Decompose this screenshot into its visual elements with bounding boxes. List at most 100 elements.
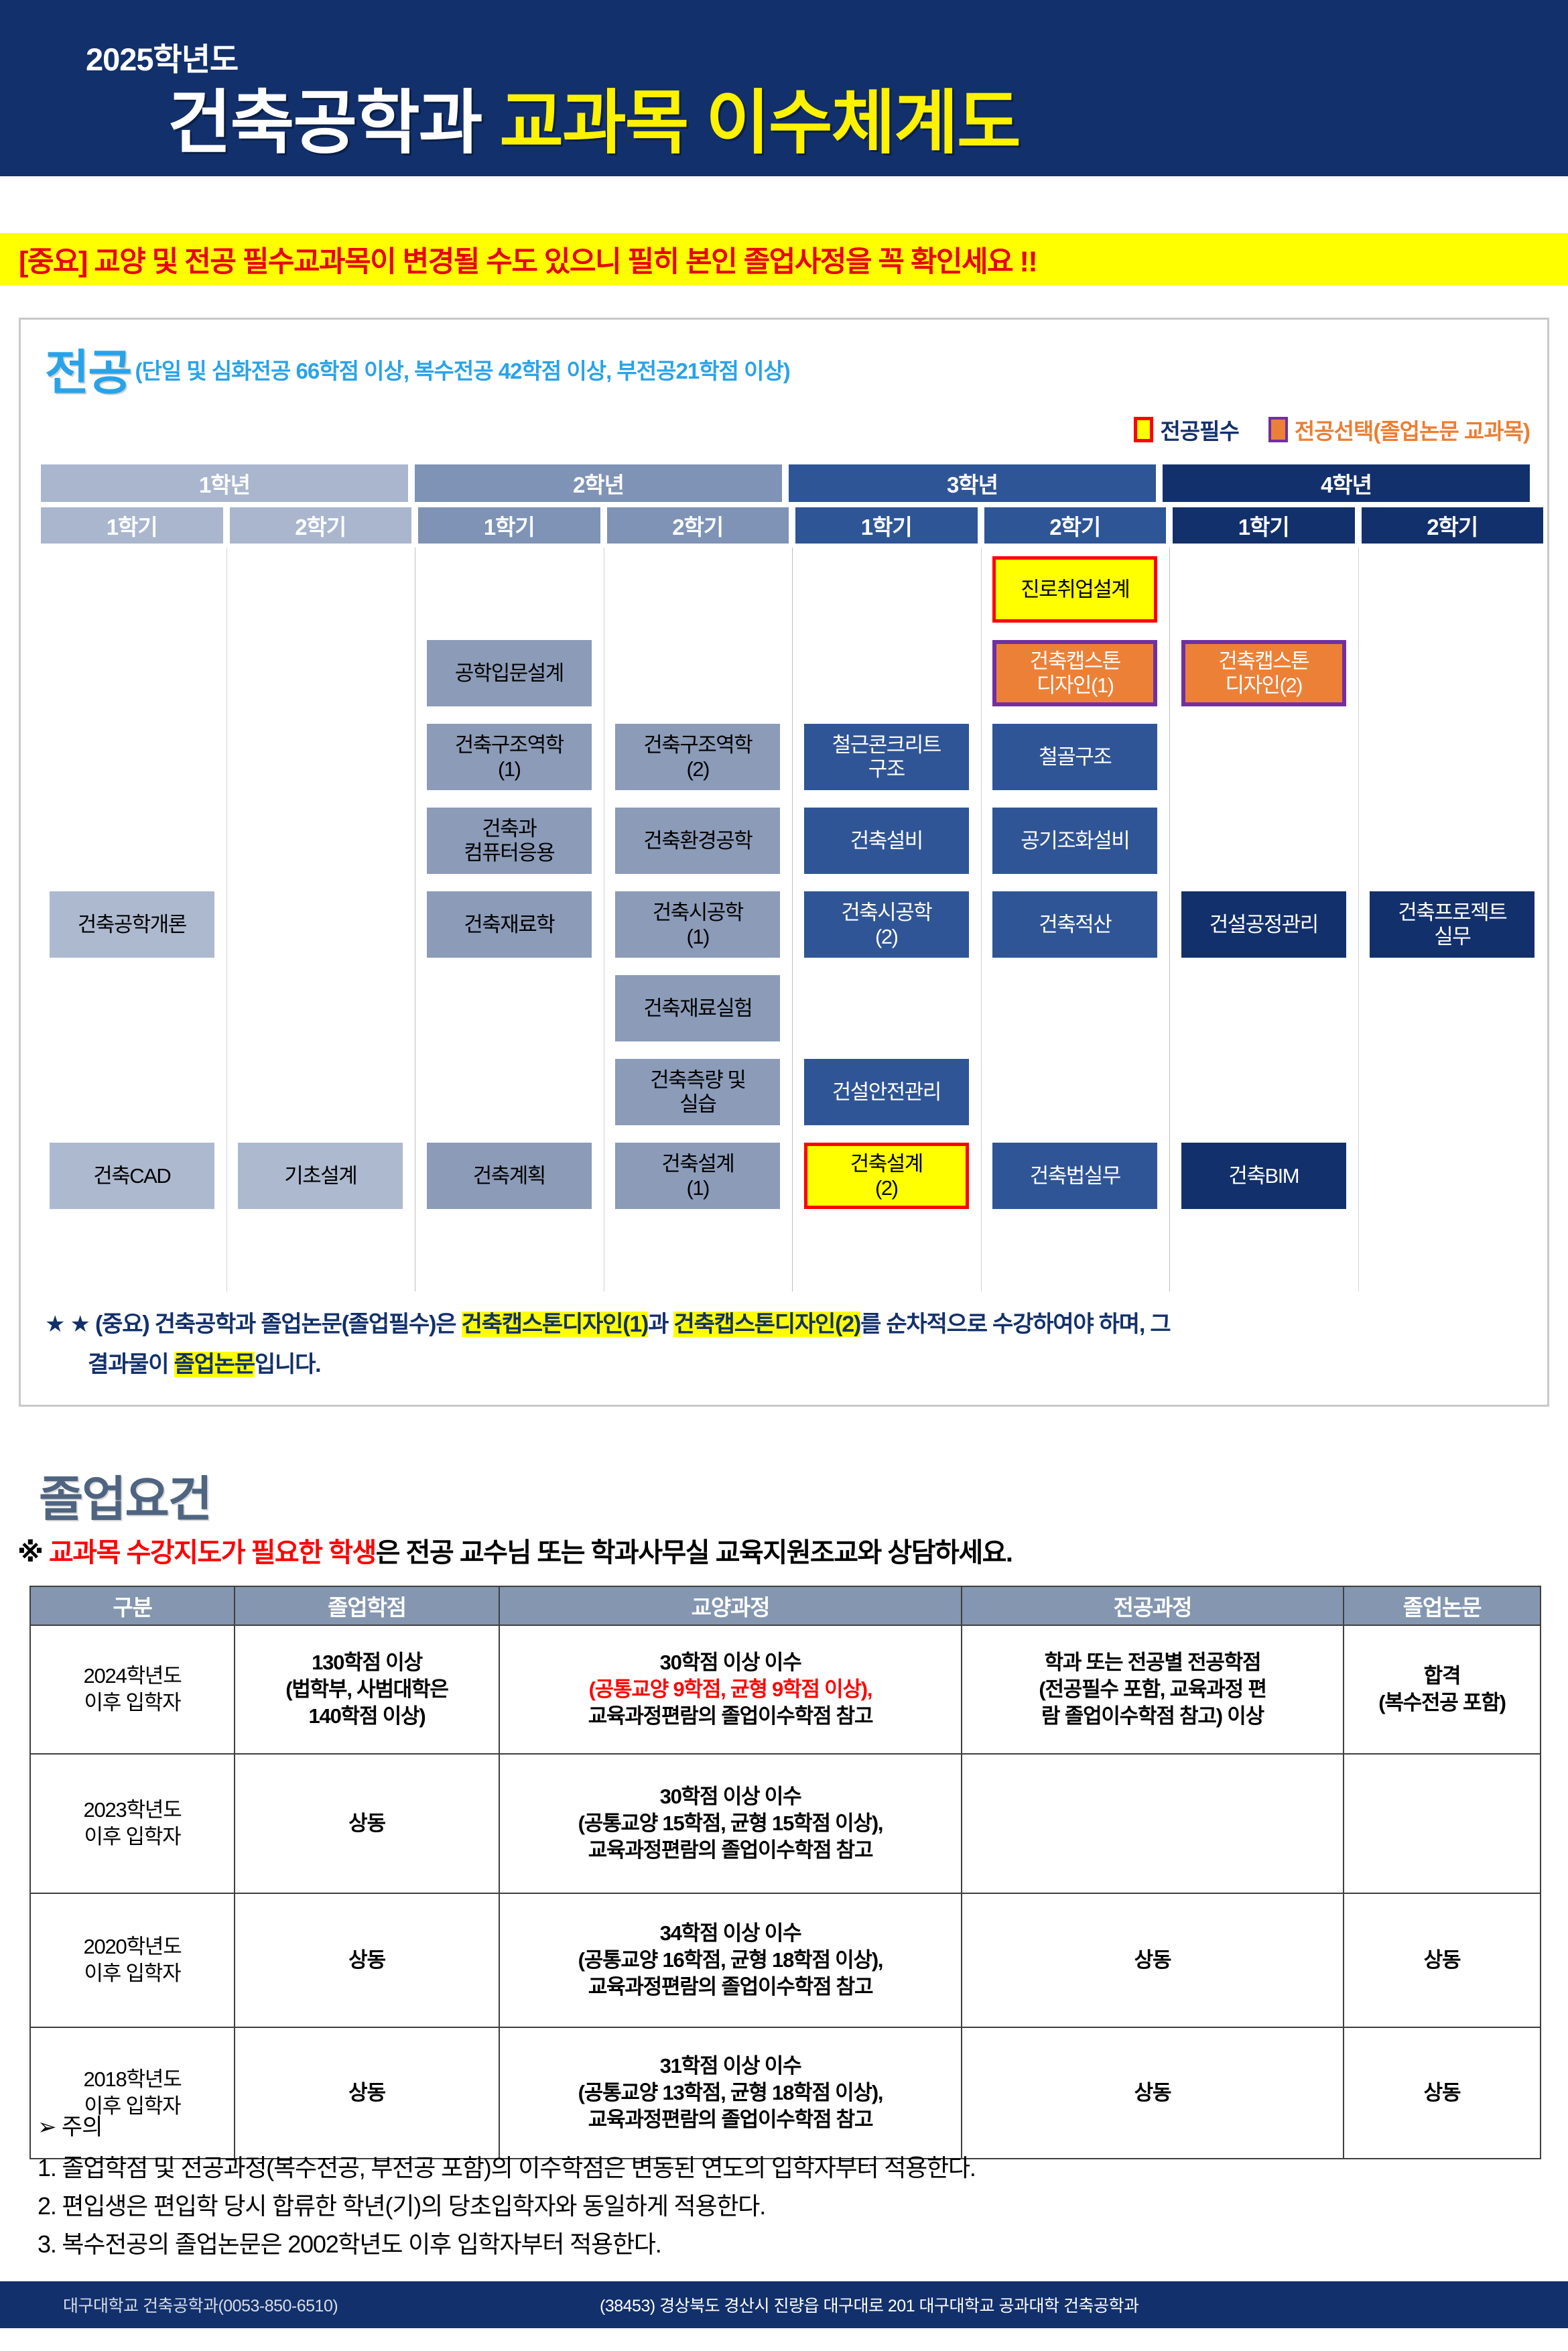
course-box: 건축구조역학 (2) bbox=[615, 724, 781, 790]
advisory-red-text: 교과목 수강지도가 필요한 학생 bbox=[49, 1538, 377, 1568]
course-box: 기초설계 bbox=[238, 1143, 403, 1209]
course-box: 건축캡스톤 디자인(1) bbox=[992, 640, 1158, 706]
legend-item-elective: 전공선택(졸업논문 교과목) bbox=[1268, 414, 1530, 446]
course-box: 공학입문설계 bbox=[426, 640, 592, 706]
course-box: 건축구조역학 (1) bbox=[426, 724, 592, 790]
graduation-requirements-table: 구분 졸업학점 교양과정 전공과정 졸업논문 2024학년도 이후 입학자 130학… bbox=[29, 1586, 1541, 2159]
star-note-part-3: 를 순차적으로 수강하여야 하며, 그 bbox=[860, 1312, 1171, 1337]
course-box: 건축재료실험 bbox=[615, 975, 781, 1041]
column-header-major: 전공과정 bbox=[961, 1586, 1344, 1626]
cell-credits: 상동 bbox=[234, 1753, 500, 1894]
column-header-division: 구분 bbox=[29, 1586, 235, 1626]
cell-credits: 상동 bbox=[234, 1893, 500, 2028]
page-title-subject: 교과목 이수체계도 bbox=[499, 84, 1021, 162]
caution-item: 2. 편입생은 편입학 당시 합류한 학년(기)의 당초입학자와 동일하게 적용… bbox=[38, 2191, 766, 2220]
advisory-rest-text: 은 전공 교수님 또는 학과사무실 교육지원조교와 상담하세요. bbox=[375, 1538, 1013, 1568]
legend-label-required: 전공필수 bbox=[1160, 419, 1239, 444]
semester-header-3: 1학기 bbox=[418, 507, 600, 544]
cell-thesis bbox=[1343, 1753, 1541, 1894]
legend-label-elective: 전공선택(졸업논문 교과목) bbox=[1294, 419, 1530, 444]
major-heading: 전공 (단일 및 심화전공 66학점 이상, 복수전공 42학점 이상, 부전공2… bbox=[45, 333, 791, 403]
major-heading-title: 전공 bbox=[45, 346, 132, 400]
course-box: 건축측량 및 실습 bbox=[615, 1059, 781, 1125]
course-box: 건축환경공학 bbox=[615, 808, 781, 874]
semester-header-7: 1학기 bbox=[1173, 507, 1355, 544]
cell-liberal-arts: 30학점 이상 이수 (공통교양 9학점, 균형 9학점 이상), 교육과정편람의 … bbox=[499, 1625, 962, 1755]
major-curriculum-panel: 전공 (단일 및 심화전공 66학점 이상, 복수전공 42학점 이상, 부전공2… bbox=[19, 318, 1549, 1407]
footer-bar: 대구대학교 건축공학과(0053-850-6510) (38453) 경상북도 … bbox=[0, 2281, 1568, 2328]
legend-swatch-elective-icon bbox=[1268, 417, 1288, 442]
cell-liberal-arts: 34학점 이상 이수 (공통교양 16학점, 균형 18학점 이상), 교육과정편람… bbox=[499, 1893, 962, 2028]
cell-thesis: 합격 (복수전공 포함) bbox=[1343, 1625, 1541, 1755]
course-box: 진로취업설계 bbox=[992, 556, 1158, 623]
cell-credits: 상동 bbox=[234, 2027, 500, 2159]
cell-major: 상동 bbox=[961, 1893, 1344, 2028]
cell-credits: 130학점 이상 (법학부, 사범대학은 140학점 이상) bbox=[234, 1625, 500, 1755]
warning-text: [중요] 교양 및 전공 필수교과목이 변경될 수도 있으니 필히 본인 졸업사… bbox=[19, 246, 1038, 278]
advisory-prefix: ※ bbox=[17, 1538, 49, 1568]
star-note-part-5: 입니다. bbox=[254, 1351, 322, 1377]
course-box: 공기조화설비 bbox=[992, 808, 1158, 874]
star-note-part-1: ★ ★ (중요) 건축공학과 졸업논문(졸업필수)은 bbox=[45, 1312, 462, 1337]
year-header-1: 1학년 bbox=[41, 464, 408, 502]
semester-header-5: 1학기 bbox=[795, 507, 978, 544]
course-box: 건축설계 (1) bbox=[615, 1143, 781, 1209]
caution-item: 3. 복수전공의 졸업논문은 2002학년도 이후 입학자부터 적용한다. bbox=[38, 2230, 662, 2258]
page-title: 건축공학과 교과목 이수체계도 bbox=[168, 66, 1021, 167]
column-separator bbox=[226, 548, 227, 1291]
column-header-liberal-arts: 교양과정 bbox=[499, 1586, 962, 1626]
capstone-sequence-note: ★ ★ (중요) 건축공학과 졸업논문(졸업필수)은 건축캡스톤디자인(1)과 … bbox=[45, 1305, 1526, 1385]
semester-header-row: 1학기 2학기 1학기 2학기 1학기 2학기 1학기 2학기 bbox=[41, 507, 1543, 544]
course-box: 철골구조 bbox=[992, 724, 1158, 790]
course-box: 건설공정관리 bbox=[1181, 891, 1346, 958]
table-row: 2024학년도 이후 입학자 130학점 이상 (법학부, 사범대학은 140학점 이상… bbox=[29, 1625, 1541, 1755]
course-box: 건축설계 (2) bbox=[803, 1143, 969, 1209]
course-box: 건축시공학 (1) bbox=[615, 891, 781, 958]
course-box: 철근콘크리트 구조 bbox=[803, 724, 969, 790]
cell-thesis: 상동 bbox=[1343, 2027, 1541, 2159]
semester-header-2: 2학기 bbox=[229, 507, 411, 544]
course-box: 건축캡스톤 디자인(2) bbox=[1181, 640, 1346, 706]
legend: 전공필수 전공선택(졸업논문 교과목) bbox=[1134, 414, 1530, 446]
year-header-4: 4학년 bbox=[1163, 464, 1530, 502]
legend-item-required: 전공필수 bbox=[1134, 414, 1240, 446]
column-header-thesis: 졸업논문 bbox=[1343, 1586, 1541, 1626]
title-banner: 2025학년도 건축공학과 교과목 이수체계도 bbox=[0, 0, 1568, 180]
major-heading-subtitle: (단일 및 심화전공 66학점 이상, 복수전공 42학점 이상, 부전공21학… bbox=[135, 359, 790, 383]
cell-division: 2020학년도 이후 입학자 bbox=[29, 1893, 235, 2028]
cell-division: 2024학년도 이후 입학자 bbox=[29, 1625, 235, 1755]
course-box: 건설안전관리 bbox=[803, 1059, 969, 1125]
graduation-requirements-heading: 졸업요건 bbox=[39, 1473, 212, 1527]
course-box: 건축재료학 bbox=[426, 891, 592, 958]
course-box: 건축프로젝트 실무 bbox=[1370, 891, 1535, 958]
liberal-arts-highlight: (공통교양 9학점, 균형 9학점 이상), bbox=[588, 1677, 873, 1701]
semester-header-1: 1학기 bbox=[41, 507, 223, 544]
legend-swatch-required-icon bbox=[1134, 417, 1154, 442]
semester-header-8: 2학기 bbox=[1361, 507, 1543, 544]
footer-address: (38453) 경상북도 경산시 진량읍 대구대로 201 대구대학교 공과대학… bbox=[600, 2297, 1139, 2315]
course-box: 건축시공학 (2) bbox=[803, 891, 969, 958]
footer-contact: 대구대학교 건축공학과(0053-850-6510) bbox=[63, 2297, 338, 2315]
year-header-3: 3학년 bbox=[789, 464, 1156, 502]
caution-section: ➢ 주의 1. 졸업학점 및 전공과정(복수전공, 부전공 포함)의 이수학점은… bbox=[38, 2108, 1512, 2264]
column-header-credits: 졸업학점 bbox=[234, 1586, 500, 1626]
column-separator bbox=[1358, 548, 1359, 1291]
course-box: 건축BIM bbox=[1181, 1143, 1346, 1209]
star-note-line-2: 결과물이 졸업논문입니다. bbox=[45, 1345, 1526, 1385]
year-header-2: 2학년 bbox=[415, 464, 782, 502]
graduation-advisory-note: ※ 교과목 수강지도가 필요한 학생은 전공 교수님 또는 학과사무실 교육지원… bbox=[17, 1531, 1013, 1570]
cell-liberal-arts: 31학점 이상 이수 (공통교양 13학점, 균형 18학점 이상), 교육과정편람… bbox=[499, 2027, 962, 2159]
cell-major bbox=[961, 1753, 1344, 1894]
caution-title: ➢ 주의 bbox=[38, 2114, 103, 2140]
star-note-highlight-3: 졸업논문 bbox=[174, 1351, 255, 1377]
year-header-row: 1학년 2학년 3학년 4학년 bbox=[41, 464, 1530, 502]
course-box: 건축CAD bbox=[49, 1143, 214, 1209]
semester-header-6: 2학기 bbox=[984, 507, 1166, 544]
table-row: 2023학년도 이후 입학자 상동 30학점 이상 이수 (공통교양 15학점, 균형 … bbox=[29, 1753, 1541, 1894]
page-title-department: 건축공학과 bbox=[168, 84, 482, 162]
cell-major: 상동 bbox=[961, 2027, 1344, 2159]
cell-division: 2023학년도 이후 입학자 bbox=[29, 1753, 235, 1894]
star-note-part-4: 결과물이 bbox=[88, 1351, 174, 1377]
course-box: 건축적산 bbox=[992, 891, 1158, 958]
column-separator bbox=[980, 548, 982, 1291]
